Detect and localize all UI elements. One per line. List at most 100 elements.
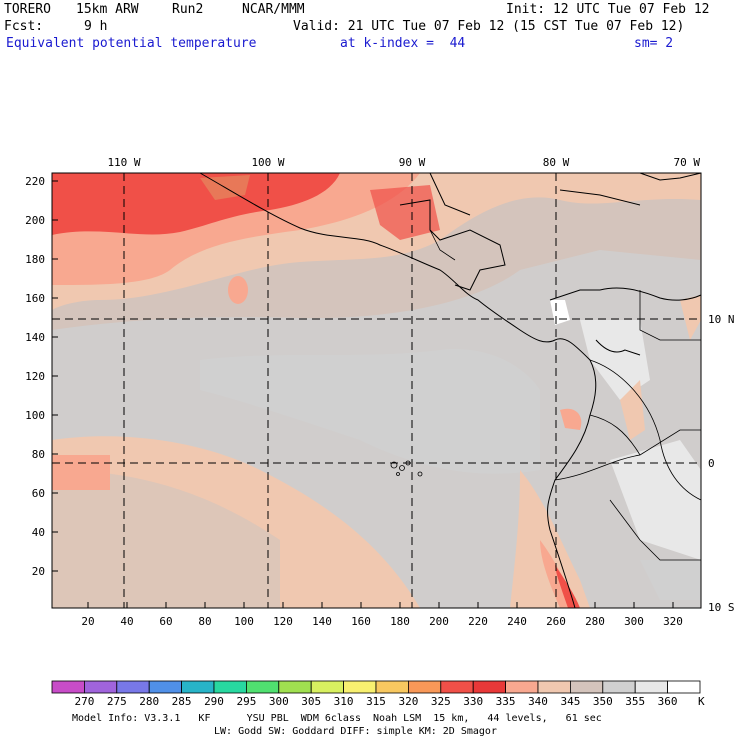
bottom-tick-label: 140: [312, 615, 332, 628]
bottom-tick-label: 260: [546, 615, 566, 628]
colorbar-swatch: [375, 680, 409, 694]
bottom-tick-label: 40: [120, 615, 133, 628]
colorbar-swatch: [602, 680, 636, 694]
field-title: Equivalent potential temperature: [6, 36, 257, 51]
model-info-line: Model Info: V3.3.1 KF YSU PBL WDM 6class…: [72, 713, 602, 724]
forecast-label: Fcst:: [4, 19, 44, 34]
colorbar-label: 285: [172, 695, 192, 708]
longitude-label: 70 W: [674, 156, 701, 169]
colorbar-swatch: [407, 680, 442, 694]
colorbar-label: 355: [625, 695, 645, 708]
left-tick-label: 200: [25, 214, 45, 227]
longitude-label: 90 W: [399, 156, 426, 169]
bottom-tick-label: 60: [159, 615, 172, 628]
colorbar-swatch: [537, 680, 571, 694]
left-tick-label: 220: [25, 175, 45, 188]
valid-time: Valid: 21 UTC Tue 07 Feb 12 (15 CST Tue …: [293, 19, 685, 34]
bottom-axis: 20 40 60 80 100 120 140 160 180 200 220 240 260 280 30…: [81, 602, 683, 628]
coastlines: [199, 172, 702, 609]
bottom-tick-label: 180: [390, 615, 410, 628]
colorbar-label: 340: [528, 695, 548, 708]
colorbar-label: 320: [398, 695, 418, 708]
colorbar-label: 325: [431, 695, 451, 708]
bottom-tick-label: 320: [663, 615, 683, 628]
colorbar-swatch: [51, 680, 85, 694]
colorbar-swatch: [634, 680, 669, 694]
left-tick-label: 180: [25, 253, 45, 266]
left-tick-label: 40: [32, 526, 45, 539]
bottom-tick-label: 100: [234, 615, 254, 628]
colorbar-swatch: [570, 680, 604, 694]
left-tick-label: 120: [25, 370, 45, 383]
galapagos-islands: [390, 460, 423, 477]
latitude-label: 10 S: [708, 601, 735, 614]
level-label: at k-index = 44: [340, 36, 466, 51]
colorbar-swatch: [343, 680, 377, 694]
latitude-label: 10 N: [708, 313, 735, 326]
graticule: [52, 173, 701, 608]
colorbar-swatch: [278, 680, 312, 694]
colorbar-label: 310: [334, 695, 354, 708]
org-label: NCAR/MMM: [242, 2, 305, 17]
longitude-label: 80 W: [543, 156, 570, 169]
longitude-labels: 110 W 100 W 90 W 80 W 70 W: [107, 156, 700, 169]
left-tick-label: 100: [25, 409, 45, 422]
colorbar-label: 335: [496, 695, 516, 708]
colorbar-label: 315: [366, 695, 386, 708]
colorbar-swatch: [245, 680, 280, 694]
forecast-hour: 9 h: [84, 19, 108, 34]
colorbar-swatch: [505, 680, 539, 694]
run-label: Run2: [172, 2, 204, 17]
bottom-tick-label: 80: [198, 615, 211, 628]
left-tick-label: 20: [32, 565, 45, 578]
borders: [429, 229, 702, 561]
colorbar-swatch: [440, 680, 474, 694]
colorbar-label: 295: [236, 695, 256, 708]
colorbar-unit: K: [698, 695, 705, 708]
theta-e-field: [52, 173, 701, 608]
colorbar-swatch: [310, 680, 345, 694]
colorbar-label: 275: [107, 695, 127, 708]
colorbar-swatch: [116, 680, 150, 694]
smoothing-label: sm= 2: [634, 36, 674, 51]
bottom-tick-label: 160: [351, 615, 371, 628]
left-axis: 220 200 180 160 140 120 100 80 60 40 20: [25, 175, 58, 578]
bottom-tick-label: 120: [273, 615, 293, 628]
longitude-label: 110 W: [107, 156, 140, 169]
colorbar: 270 275 280 285 290 295 300 305 310 315 320 325 330 3…: [51, 680, 701, 708]
colorbar-label: 305: [301, 695, 321, 708]
colorbar-swatch: [181, 680, 215, 694]
colorbar-label: 360: [658, 695, 678, 708]
colorbar-swatch: [148, 680, 182, 694]
latitude-labels: 10 N 0 10 S: [708, 313, 735, 614]
colorbar-label: 350: [593, 695, 613, 708]
bottom-tick-label: 200: [429, 615, 449, 628]
left-tick-label: 80: [32, 448, 45, 461]
model-name: TORERO: [4, 2, 51, 17]
longitude-label: 100 W: [251, 156, 284, 169]
colorbar-label: 345: [560, 695, 580, 708]
left-tick-label: 140: [25, 331, 45, 344]
bottom-tick-label: 20: [81, 615, 94, 628]
left-tick-label: 160: [25, 292, 45, 305]
model-resolution: 15km ARW: [76, 2, 139, 17]
colorbar-label: 300: [269, 695, 289, 708]
colorbar-label: 290: [204, 695, 224, 708]
colorbar-swatch: [667, 680, 701, 694]
colorbar-label: 280: [139, 695, 159, 708]
map-frame: [51, 172, 702, 609]
colorbar-swatch: [84, 680, 118, 694]
colorbar-label: 330: [463, 695, 483, 708]
left-tick-label: 60: [32, 487, 45, 500]
bottom-tick-label: 300: [624, 615, 644, 628]
init-time: Init: 12 UTC Tue 07 Feb 12: [506, 2, 710, 17]
bottom-tick-label: 240: [507, 615, 527, 628]
colorbar-swatch: [472, 680, 507, 694]
bottom-tick-label: 280: [585, 615, 605, 628]
colorbar-swatch: [213, 680, 247, 694]
physics-info-line: LW: Godd SW: Goddard DIFF: simple KM: 2D…: [214, 726, 497, 737]
latitude-label: 0: [708, 457, 715, 470]
bottom-tick-label: 220: [468, 615, 488, 628]
colorbar-label: 270: [74, 695, 94, 708]
